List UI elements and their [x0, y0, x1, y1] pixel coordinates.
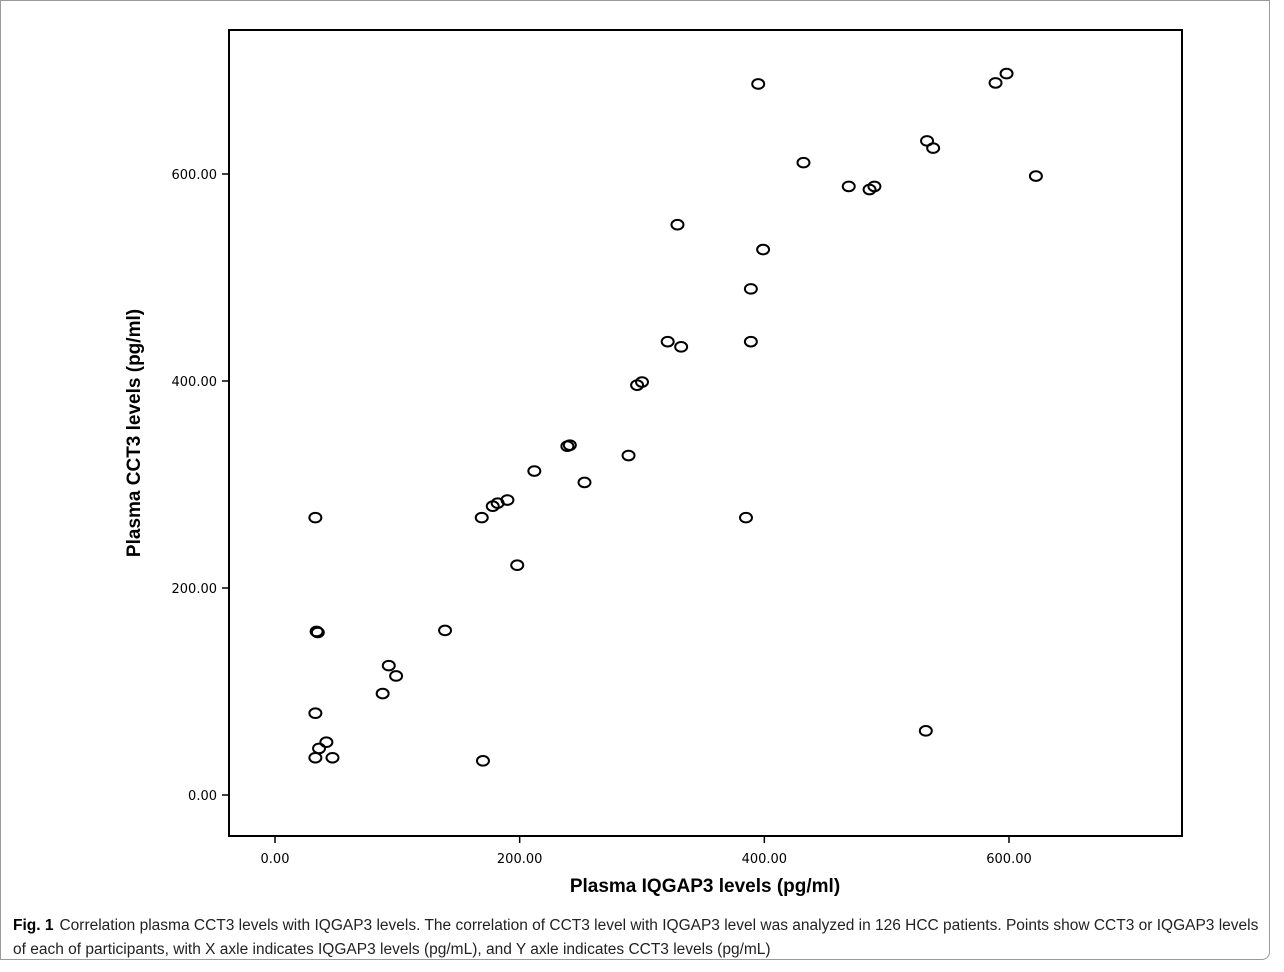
y-tick-label: 200.00 [172, 582, 218, 597]
data-point [562, 439, 577, 451]
x-tick-label: 200.00 [497, 852, 543, 867]
data-point [475, 755, 490, 767]
data-point [743, 283, 758, 295]
data-point [796, 156, 811, 169]
data-point [308, 751, 323, 764]
data-point [999, 67, 1014, 80]
y-tick-label: 0.00 [188, 789, 217, 804]
data-point [867, 180, 882, 193]
data-point [438, 624, 453, 637]
data-point [1028, 170, 1043, 182]
data-point [308, 707, 323, 720]
x-tick-label: 400.00 [742, 852, 788, 867]
data-point [577, 476, 592, 489]
y-tick-label: 600.00 [172, 168, 218, 183]
data-point [319, 736, 334, 749]
y-axis: 0.00 200.00 400.00 600.00 [172, 168, 229, 804]
data-point [751, 78, 766, 90]
data-point [988, 77, 1003, 89]
plot-area [228, 29, 1183, 837]
data-point [738, 511, 753, 524]
data-point [670, 218, 685, 231]
caption-text: Correlation plasma CCT3 levels with IQGA… [13, 917, 1259, 958]
x-tick-label: 0.00 [261, 852, 290, 867]
data-point [756, 243, 771, 256]
data-point [841, 180, 856, 193]
figure-caption: Fig. 1 Correlation plasma CCT3 levels wit… [13, 914, 1263, 962]
y-axis-title: Plasma CCT3 levels (pg/ml) [124, 309, 145, 557]
data-point [308, 511, 323, 524]
x-tick-label: 600.00 [986, 852, 1032, 867]
data-point [474, 511, 489, 524]
data-points [308, 67, 1043, 767]
data-point [635, 376, 649, 388]
data-point [743, 335, 758, 348]
data-point [674, 341, 689, 353]
data-point [527, 465, 542, 477]
data-point [621, 449, 636, 462]
figure-label: Fig. 1 [13, 917, 54, 934]
data-point [510, 559, 525, 572]
data-point [918, 725, 933, 737]
data-point [660, 335, 675, 348]
data-point [381, 659, 396, 672]
data-point [325, 751, 340, 764]
data-point [926, 142, 941, 154]
data-point [375, 687, 390, 700]
y-tick-label: 400.00 [172, 375, 218, 390]
data-point [310, 626, 325, 639]
x-axis: 0.00 200.00 400.00 600.00 [261, 836, 1032, 867]
data-point [500, 494, 515, 506]
data-point [389, 670, 404, 682]
x-axis-title: Plasma IQGAP3 levels (pg/ml) [570, 876, 840, 897]
